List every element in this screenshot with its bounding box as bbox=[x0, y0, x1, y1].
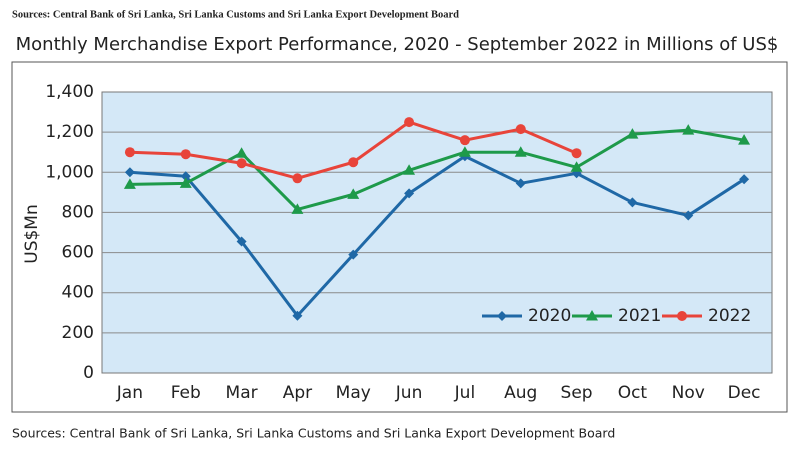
x-tick-label: May bbox=[336, 383, 371, 403]
y-tick-label: 0 bbox=[83, 363, 94, 383]
marker bbox=[515, 124, 526, 135]
legend-marker bbox=[497, 311, 507, 321]
marker bbox=[459, 135, 470, 146]
legend-label: 2020 bbox=[528, 306, 571, 326]
marker bbox=[235, 147, 248, 158]
legend-label: 2021 bbox=[618, 306, 661, 326]
chart-title: Monthly Merchandise Export Performance, … bbox=[16, 34, 779, 55]
series-line bbox=[129, 154, 745, 318]
marker bbox=[180, 171, 191, 182]
marker bbox=[404, 188, 415, 199]
marker bbox=[236, 158, 247, 169]
x-tick-label: Mar bbox=[226, 383, 258, 403]
marker bbox=[291, 203, 304, 214]
legend-label: 2022 bbox=[708, 306, 751, 326]
marker bbox=[627, 197, 638, 208]
x-tick-label: Aug bbox=[504, 383, 537, 403]
x-tick-label: Apr bbox=[283, 383, 312, 403]
x-tick-label: Dec bbox=[728, 383, 761, 403]
marker bbox=[515, 178, 526, 189]
marker bbox=[124, 167, 135, 178]
marker bbox=[292, 173, 303, 184]
x-tick-label: Jun bbox=[395, 383, 423, 403]
marker bbox=[403, 164, 416, 175]
marker bbox=[739, 174, 750, 185]
y-tick-label: 1,200 bbox=[45, 122, 94, 142]
x-tick-label: Jul bbox=[454, 383, 476, 403]
marker bbox=[626, 128, 639, 139]
legend-marker bbox=[677, 311, 687, 321]
marker bbox=[179, 177, 192, 188]
marker bbox=[683, 210, 694, 221]
x-tick-label: Feb bbox=[171, 383, 201, 403]
y-axis-label: US$Mn bbox=[22, 204, 42, 264]
marker bbox=[404, 117, 415, 128]
x-tick-label: Sep bbox=[561, 383, 593, 403]
y-tick-label: 800 bbox=[62, 202, 94, 222]
marker bbox=[123, 178, 136, 189]
marker bbox=[180, 149, 191, 160]
x-tick-label: Oct bbox=[618, 383, 648, 403]
x-tick-label: Jan bbox=[116, 383, 143, 403]
series-line bbox=[129, 128, 745, 211]
x-tick-label: Nov bbox=[672, 383, 705, 403]
legend-marker bbox=[586, 310, 598, 321]
marker bbox=[292, 310, 303, 321]
chart-frame bbox=[11, 61, 788, 413]
plot-area bbox=[101, 91, 773, 374]
y-tick-label: 400 bbox=[62, 283, 94, 303]
marker bbox=[347, 188, 360, 199]
marker bbox=[738, 134, 751, 145]
source: Sources: Central Bank of Sri Lanka, Sri … bbox=[12, 426, 615, 441]
marker bbox=[571, 148, 582, 159]
source-top: Sources: Central Bank of Sri Lanka, Sri … bbox=[12, 9, 459, 20]
marker bbox=[348, 249, 359, 260]
y-tick-label: 200 bbox=[62, 323, 94, 343]
marker bbox=[682, 124, 695, 135]
y-tick-label: 600 bbox=[62, 243, 94, 263]
marker bbox=[514, 146, 527, 157]
marker bbox=[124, 147, 135, 158]
marker bbox=[570, 161, 583, 172]
y-tick-label: 1,400 bbox=[45, 82, 94, 102]
marker bbox=[236, 236, 247, 247]
marker bbox=[348, 157, 359, 168]
y-tick-label: 1,000 bbox=[45, 162, 94, 182]
marker bbox=[458, 146, 471, 157]
